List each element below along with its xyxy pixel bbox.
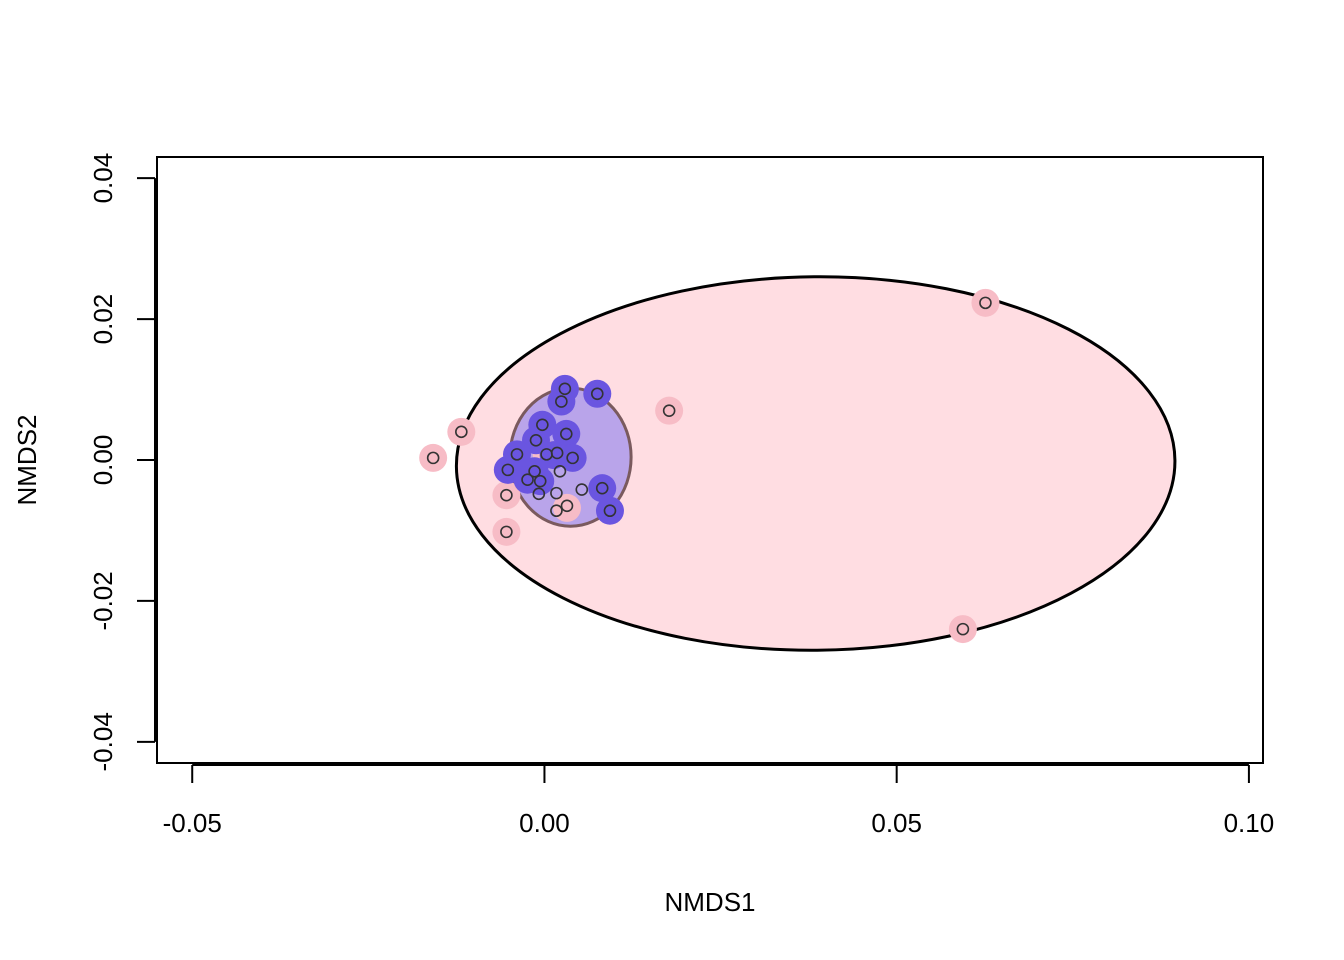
y-tick-label-1: -0.04 — [88, 712, 118, 771]
group-2-point-13 — [596, 497, 624, 525]
group-2-point-2 — [583, 380, 611, 408]
x-axis-title: NMDS1 — [664, 887, 755, 917]
group-2-point-15 — [540, 441, 568, 469]
x-axis: -0.05 0.00 0.05 0.10 — [163, 765, 1275, 838]
y-tick-label-4: 0.02 — [88, 294, 118, 345]
group-1-point-7 — [949, 615, 977, 643]
x-tick-label-1: -0.05 — [163, 808, 222, 838]
group-1-point-1 — [419, 444, 447, 472]
y-axis: -0.04 -0.02 0.00 0.02 0.04 — [88, 153, 155, 772]
x-tick-label-4: 0.10 — [1224, 808, 1275, 838]
x-tick-label-3: 0.05 — [871, 808, 922, 838]
group-1-point-5 — [655, 397, 683, 425]
group-1-point-6 — [971, 289, 999, 317]
group-1-point-4 — [492, 518, 520, 546]
y-tick-label-2: -0.02 — [88, 571, 118, 630]
y-tick-label-5: 0.04 — [88, 153, 118, 204]
group-2-point-3 — [547, 388, 575, 416]
y-tick-label-3: 0.00 — [88, 435, 118, 486]
x-tick-label-2: 0.00 — [519, 808, 570, 838]
y-axis-title: NMDS2 — [12, 414, 42, 505]
group-1-point-2 — [447, 418, 475, 446]
